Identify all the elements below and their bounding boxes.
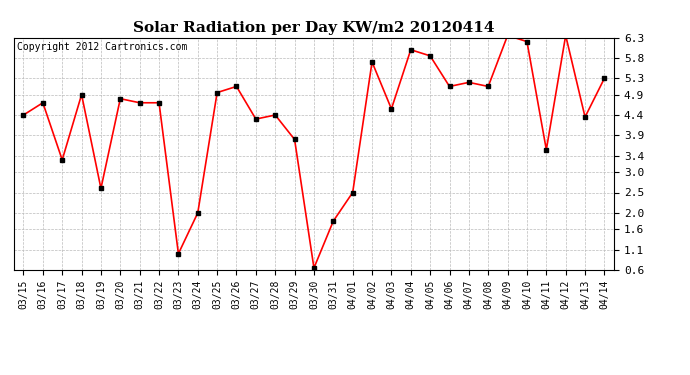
Title: Solar Radiation per Day KW/m2 20120414: Solar Radiation per Day KW/m2 20120414 (133, 21, 495, 35)
Text: Copyright 2012 Cartronics.com: Copyright 2012 Cartronics.com (17, 42, 187, 52)
